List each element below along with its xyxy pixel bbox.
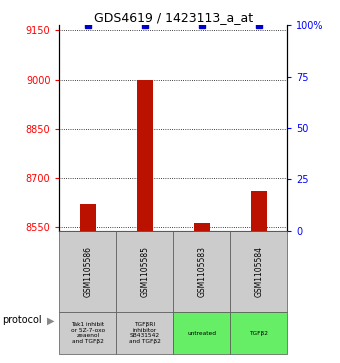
Bar <box>173 231 231 312</box>
Bar <box>59 312 116 354</box>
Text: ▶: ▶ <box>47 315 54 325</box>
Bar <box>116 231 173 312</box>
Bar <box>59 231 116 312</box>
Bar <box>231 312 287 354</box>
Text: Tak1 inhibit
or 5Z-7-oxo
zeaenol
and TGFβ2: Tak1 inhibit or 5Z-7-oxo zeaenol and TGF… <box>71 322 105 344</box>
Text: TGFβ2: TGFβ2 <box>249 331 268 335</box>
Bar <box>251 191 267 231</box>
Bar <box>173 312 231 354</box>
Text: GSM1105585: GSM1105585 <box>140 246 149 297</box>
Text: GSM1105586: GSM1105586 <box>84 246 92 297</box>
Bar <box>116 312 173 354</box>
Bar <box>194 223 210 231</box>
Text: GSM1105584: GSM1105584 <box>254 246 263 297</box>
Title: GDS4619 / 1423113_a_at: GDS4619 / 1423113_a_at <box>94 11 253 24</box>
Text: untreated: untreated <box>187 331 216 335</box>
Bar <box>231 231 287 312</box>
Text: GSM1105583: GSM1105583 <box>198 246 206 297</box>
Bar <box>137 79 153 231</box>
Text: TGFβRI
inhibitor
SB431542
and TGFβ2: TGFβRI inhibitor SB431542 and TGFβ2 <box>129 322 161 344</box>
Text: protocol: protocol <box>2 315 41 325</box>
Bar <box>80 204 96 231</box>
